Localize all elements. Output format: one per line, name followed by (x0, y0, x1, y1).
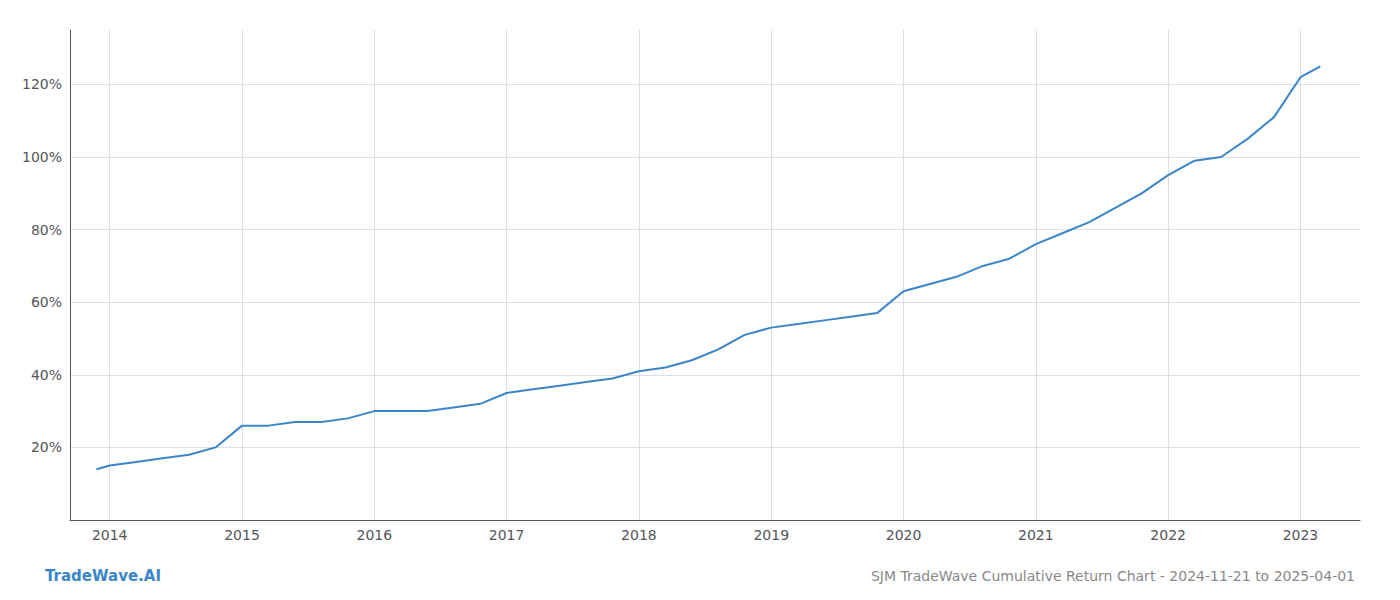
svg-text:80%: 80% (31, 222, 62, 238)
svg-text:TradeWave.AI: TradeWave.AI (45, 567, 161, 585)
svg-text:60%: 60% (31, 294, 62, 310)
svg-text:40%: 40% (31, 367, 62, 383)
svg-text:2016: 2016 (356, 527, 392, 543)
svg-text:2021: 2021 (1018, 527, 1054, 543)
svg-text:2018: 2018 (621, 527, 657, 543)
svg-text:2015: 2015 (224, 527, 260, 543)
svg-text:2014: 2014 (92, 527, 128, 543)
svg-text:120%: 120% (22, 76, 62, 92)
svg-text:2022: 2022 (1150, 527, 1186, 543)
svg-text:2020: 2020 (886, 527, 922, 543)
svg-text:2019: 2019 (753, 527, 789, 543)
svg-text:20%: 20% (31, 439, 62, 455)
svg-text:100%: 100% (22, 149, 62, 165)
svg-text:2023: 2023 (1283, 527, 1319, 543)
svg-text:2017: 2017 (489, 527, 525, 543)
svg-text:SJM TradeWave Cumulative Retur: SJM TradeWave Cumulative Return Chart - … (871, 568, 1355, 584)
